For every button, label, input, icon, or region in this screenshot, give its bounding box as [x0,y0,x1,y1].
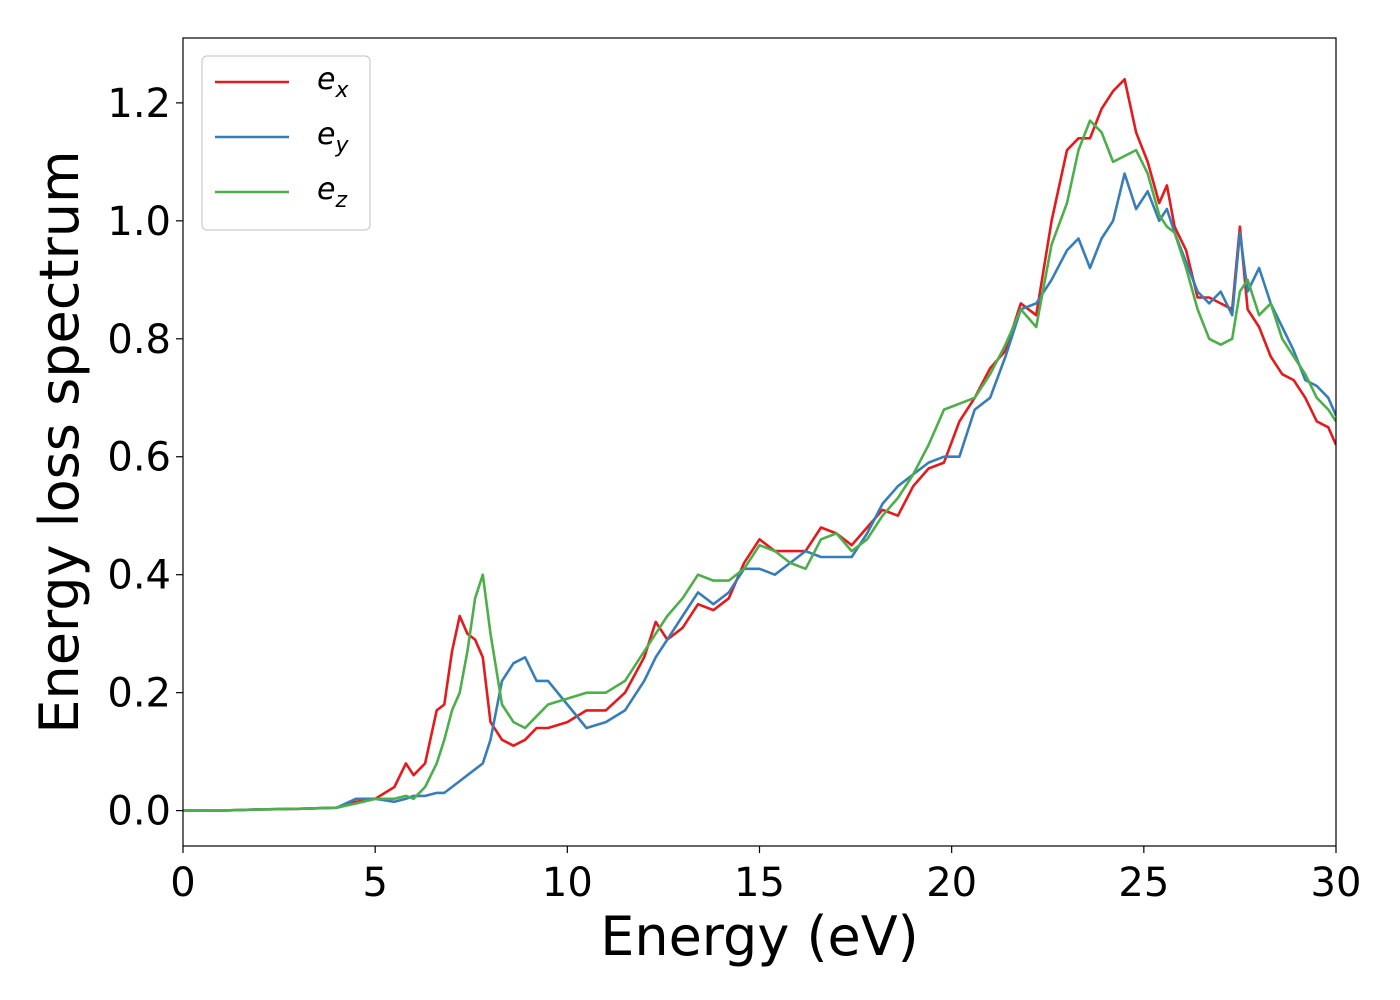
y-axis-ticks: 0.0 0.2 0.4 0.6 0.8 1.0 1.2 [107,81,183,835]
legend-label-base: e [317,117,335,152]
legend-label-subscript: y [334,133,349,158]
legend-label-subscript: x [334,78,349,103]
legend-label-ey: ey [317,117,349,158]
x-tick-label: 0 [170,860,195,906]
x-tick-label: 30 [1311,860,1362,906]
series-layer [183,78,1336,812]
series-line-ez [183,119,1336,812]
x-tick-label: 20 [926,860,977,906]
x-axis-title: Energy (eV) [600,905,919,968]
legend-label-ez: ez [317,172,347,213]
y-tick-label: 0.4 [107,553,171,599]
legend-label-subscript: z [334,188,347,213]
y-axis-title: Energy loss spectrum [28,150,91,733]
y-tick-label: 0.0 [107,789,171,835]
x-tick-label: 5 [362,860,387,906]
x-axis-ticks: 0 5 10 15 20 25 30 [170,846,1361,906]
legend-label-ex: ex [317,62,349,103]
x-tick-label: 25 [1118,860,1169,906]
y-tick-label: 0.8 [107,317,171,363]
x-tick-label: 10 [542,860,593,906]
y-tick-label: 0.6 [107,435,171,481]
legend-label-base: e [317,172,335,207]
x-tick-label: 15 [734,860,785,906]
legend-box [201,55,371,231]
y-tick-label: 0.2 [107,671,171,717]
legend-label-base: e [317,62,335,97]
series-line-ey [183,172,1336,812]
y-tick-label: 1.2 [107,81,171,127]
y-tick-label: 1.0 [107,199,171,245]
